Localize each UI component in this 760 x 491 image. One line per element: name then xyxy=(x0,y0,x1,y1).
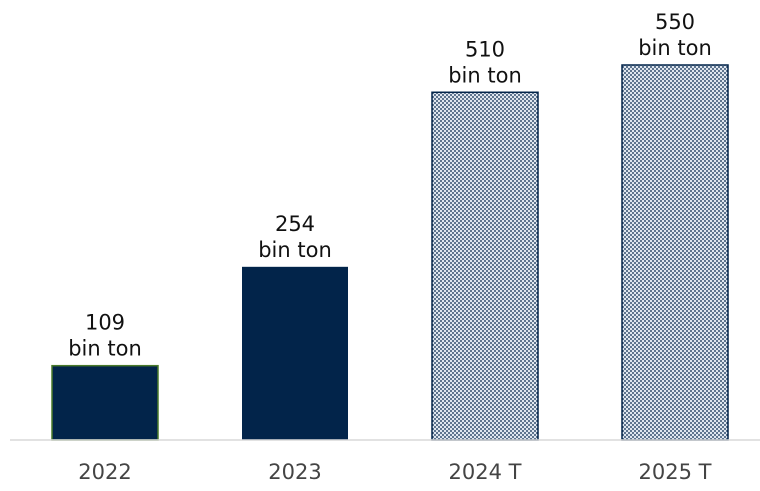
bar-2024-t xyxy=(431,91,539,441)
x-tick-label: 2024 T xyxy=(449,460,522,484)
data-label-value: 109 xyxy=(85,311,125,335)
bar-2022 xyxy=(51,364,159,441)
x-tick-label: 2025 T xyxy=(639,460,712,484)
data-label-value: 254 xyxy=(275,212,315,236)
data-label-2022: 109 bin ton xyxy=(68,311,142,361)
data-label-unit: bin ton xyxy=(638,36,712,60)
data-label-2023: 254 bin ton xyxy=(258,212,332,262)
bars-layer xyxy=(51,64,729,441)
data-label-value: 550 xyxy=(655,10,695,34)
data-label-unit: bin ton xyxy=(258,238,332,262)
data-label-2024-t: 510 bin ton xyxy=(448,37,522,87)
x-tick-labels-layer: 2022 2023 2024 T 2025 T xyxy=(78,460,711,484)
bar-2025-t xyxy=(621,64,729,441)
bar-2023 xyxy=(242,266,348,440)
x-tick-label: 2022 xyxy=(78,460,131,484)
x-tick-label: 2023 xyxy=(268,460,321,484)
data-label-value: 510 xyxy=(465,37,505,61)
data-label-unit: bin ton xyxy=(448,63,522,87)
data-label-unit: bin ton xyxy=(68,337,142,361)
data-label-2025-t: 550 bin ton xyxy=(638,10,712,60)
